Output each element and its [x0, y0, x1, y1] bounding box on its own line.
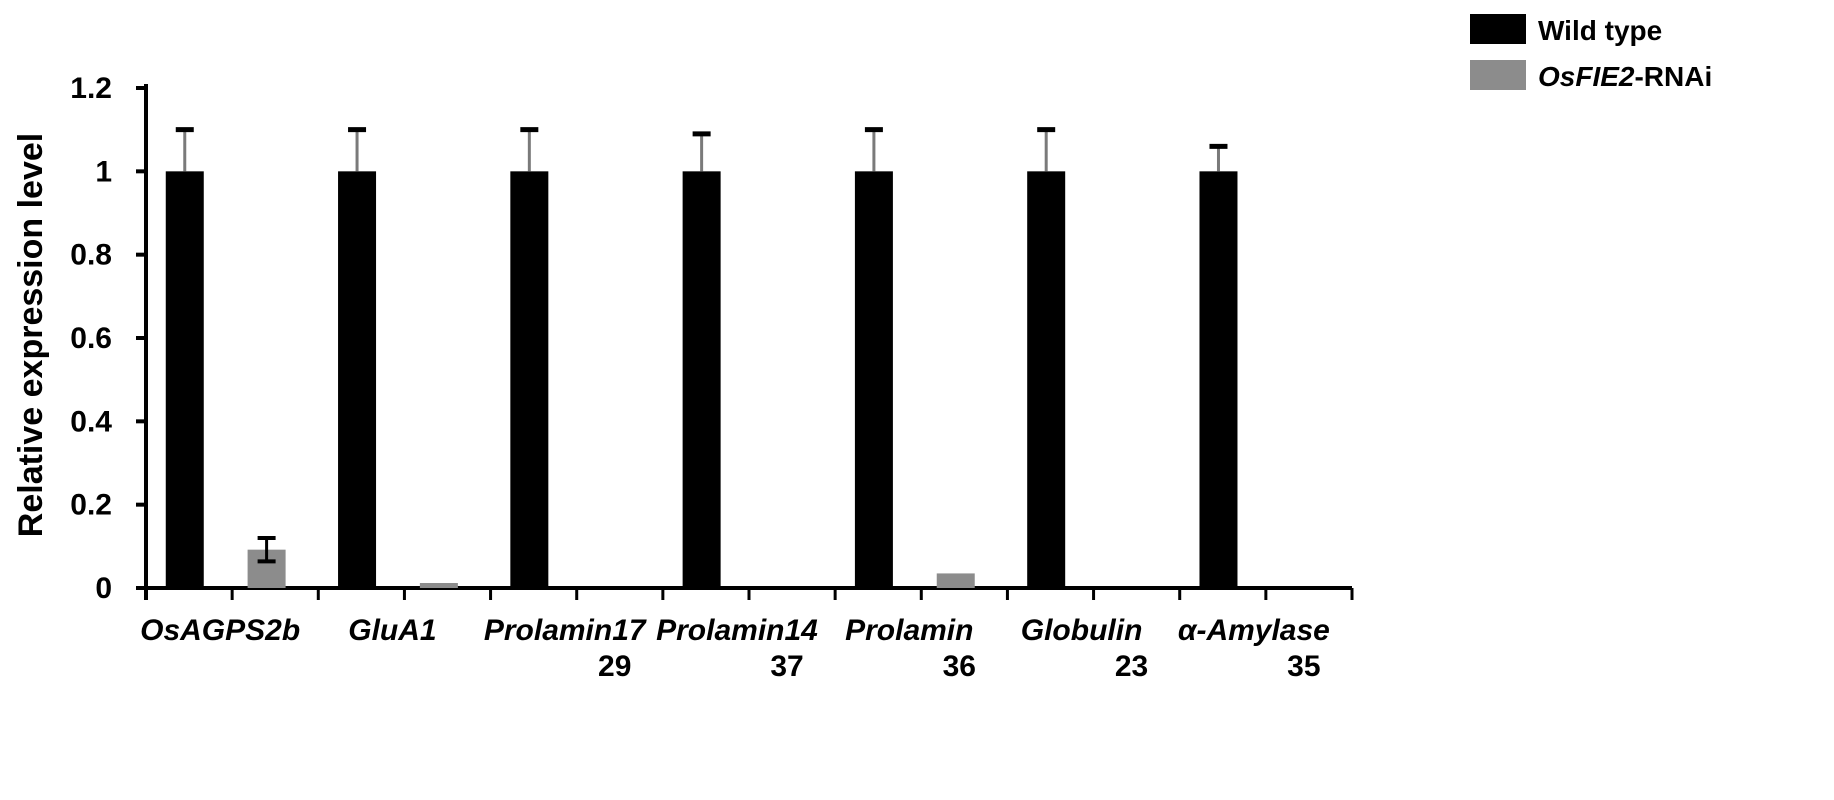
y-tick-label: 0.8: [70, 239, 112, 272]
error-bars: [175, 127, 1228, 564]
category-label: OsAGPS2b: [140, 614, 300, 647]
bar: [510, 171, 549, 589]
y-axis-label: Relative expression level: [12, 133, 50, 537]
category-label: Globulin: [1021, 614, 1143, 647]
y-tick-label: 0.6: [70, 322, 112, 355]
y-tick-label: 0: [95, 572, 112, 605]
bars: [165, 171, 1238, 589]
category-label-number: 37: [770, 650, 803, 683]
bar: [1027, 171, 1066, 589]
legend-label: Wild type: [1538, 15, 1662, 46]
bar: [1199, 171, 1238, 589]
legend: Wild type OsFIE2-RNAi: [1470, 14, 1712, 92]
y-tick-label: 0.2: [70, 489, 112, 522]
category-label-number: 35: [1287, 650, 1320, 683]
x-axis: [144, 586, 1354, 600]
category-label: Prolamin14: [656, 614, 818, 647]
bar: [936, 573, 975, 588]
bar: [854, 171, 893, 589]
category-label-number: 36: [943, 650, 976, 683]
bar: [338, 171, 377, 589]
y-tick-label: 0.4: [70, 405, 112, 438]
category-label-number: 23: [1115, 650, 1148, 683]
category-label: Prolamin: [845, 614, 973, 647]
bar: [165, 171, 204, 589]
legend-swatch: [1470, 60, 1526, 90]
bar: [682, 171, 721, 589]
y-tick-label: 1: [95, 155, 112, 188]
category-label-number: 29: [598, 650, 631, 683]
legend-label: OsFIE2-RNAi: [1538, 61, 1712, 92]
y-tick-label: 1.2: [70, 72, 112, 105]
legend-swatch: [1470, 14, 1526, 44]
y-axis: 0 0.2 0.4 0.6 0.8 1 1.2: [70, 72, 148, 605]
category-label: α-Amylase: [1178, 614, 1330, 647]
category-label: GluA1: [348, 614, 436, 647]
bar: [419, 583, 458, 588]
category-label: Prolamin17: [484, 614, 647, 647]
